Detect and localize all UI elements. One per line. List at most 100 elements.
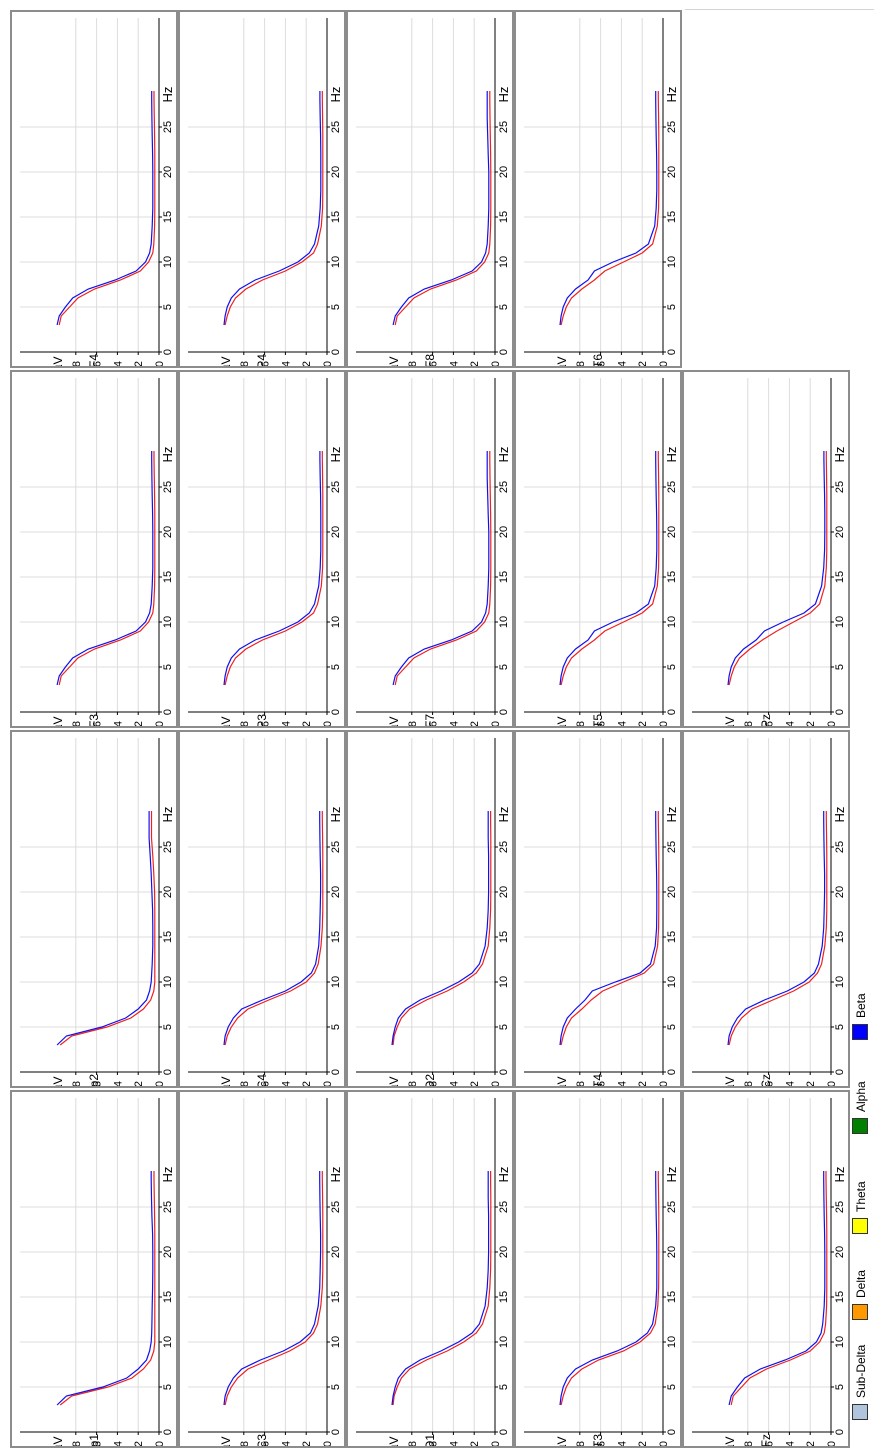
- y-tick-label: 4: [784, 1081, 796, 1086]
- x-axis-label: Hz: [832, 1167, 847, 1183]
- x-axis-label: Hz: [496, 1167, 511, 1183]
- spectrum-plot: 0 2 4 6 8 µV 0 5 10 15 20 25 Hz O2: [356, 738, 511, 1086]
- channel-panel-pz: 0 2 4 6 8 µV 0 5 10 15 20 25 Hz Pz: [682, 370, 850, 728]
- y-axis-label: µV: [387, 1077, 401, 1086]
- x-tick-label: 0: [498, 1429, 510, 1435]
- channel-panel-f4: 0 2 4 6 8 µV 0 5 10 15 20 25 Hz F4: [10, 10, 178, 368]
- spectrum-plot: 0 2 4 6 8 µV 0 5 10 15 20 25 Hz P3: [188, 378, 343, 726]
- y-tick-label: 0: [658, 1441, 670, 1446]
- y-tick-label: 0: [322, 1441, 334, 1446]
- y-axis-label: µV: [387, 717, 401, 726]
- x-tick-label: 15: [162, 571, 174, 583]
- y-tick-label: 6: [596, 361, 608, 366]
- series-line-red: [560, 811, 660, 1046]
- y-axis-label: µV: [219, 1437, 233, 1446]
- y-tick-label: 4: [112, 1441, 124, 1446]
- series-line-blue: [223, 451, 322, 686]
- legend-swatch: [852, 1118, 868, 1134]
- series-line-blue: [559, 451, 658, 686]
- y-tick-label: 8: [71, 721, 83, 726]
- x-tick-label: 20: [498, 886, 510, 898]
- x-tick-label: 0: [834, 1429, 846, 1435]
- x-tick-label: 0: [330, 1429, 342, 1435]
- series-line-red: [224, 91, 324, 326]
- y-tick-label: 2: [133, 1441, 145, 1446]
- x-axis-label: Hz: [664, 447, 679, 463]
- x-tick-label: 10: [498, 616, 510, 628]
- y-tick-label: 8: [239, 1081, 251, 1086]
- y-axis-label: µV: [219, 1077, 233, 1086]
- x-tick-label: 5: [834, 1024, 846, 1030]
- series-line-red: [58, 451, 156, 686]
- x-tick-label: 20: [834, 886, 846, 898]
- legend-item: Sub-Delta: [850, 1345, 872, 1422]
- x-axis-label: Hz: [832, 447, 847, 463]
- series-line-red: [560, 91, 660, 326]
- x-axis-label: Hz: [160, 447, 175, 463]
- x-tick-label: 0: [162, 1429, 174, 1435]
- spectrum-plot: 0 2 4 6 8 µV 0 5 10 15 20 25 Hz C4: [188, 738, 343, 1086]
- x-axis-label: Hz: [496, 807, 511, 823]
- spectrum-plot: 0 2 4 6 8 µV 0 5 10 15 20 25 Hz F4: [20, 18, 175, 366]
- x-tick-label: 5: [330, 304, 342, 310]
- series-line-red: [392, 1171, 492, 1406]
- y-tick-label: 4: [784, 1441, 796, 1446]
- y-tick-label: 8: [71, 1441, 83, 1446]
- x-tick-label: 5: [162, 1384, 174, 1390]
- x-axis-label: Hz: [328, 807, 343, 823]
- y-tick-label: 2: [805, 1081, 817, 1086]
- x-tick-label: 0: [498, 1069, 510, 1075]
- x-tick-label: 5: [162, 664, 174, 670]
- legend-swatch: [852, 1304, 868, 1320]
- y-tick-label: 0: [826, 1081, 838, 1086]
- x-tick-label: 10: [330, 976, 342, 988]
- x-tick-label: 5: [666, 1384, 678, 1390]
- x-tick-label: 5: [834, 664, 846, 670]
- channel-label: O2: [423, 1074, 437, 1086]
- top-divider: [685, 9, 874, 10]
- x-axis-label: Hz: [160, 87, 175, 103]
- y-tick-label: 4: [616, 721, 628, 726]
- y-tick-label: 8: [71, 1081, 83, 1086]
- x-tick-label: 25: [666, 841, 678, 853]
- y-tick-label: 2: [805, 721, 817, 726]
- series-line-blue: [559, 91, 658, 326]
- x-tick-label: 25: [498, 1201, 510, 1213]
- y-tick-label: 2: [805, 1441, 817, 1446]
- x-tick-label: 5: [330, 664, 342, 670]
- channel-panel-o2: 0 2 4 6 8 µV 0 5 10 15 20 25 Hz O2: [346, 730, 514, 1088]
- series-line-red: [394, 91, 492, 326]
- y-tick-label: 4: [280, 1441, 292, 1446]
- x-tick-label: 10: [330, 1336, 342, 1348]
- x-tick-label: 25: [498, 841, 510, 853]
- spectrum-plot: 0 2 4 6 8 µV 0 5 10 15 20 25 Hz Pz: [692, 378, 847, 726]
- x-tick-label: 15: [498, 1291, 510, 1303]
- x-tick-label: 0: [330, 349, 342, 355]
- x-tick-label: 10: [666, 976, 678, 988]
- channel-panel-p3: 0 2 4 6 8 µV 0 5 10 15 20 25 Hz P3: [178, 370, 346, 728]
- channel-panel-fz: 0 2 4 6 8 µV 0 5 10 15 20 25 Hz Fz: [682, 1090, 850, 1448]
- x-tick-label: 15: [834, 571, 846, 583]
- y-tick-label: 8: [407, 1441, 419, 1446]
- x-tick-label: 0: [666, 1429, 678, 1435]
- y-tick-label: 6: [260, 361, 272, 366]
- channel-label: T4: [591, 1074, 605, 1086]
- x-tick-label: 10: [834, 976, 846, 988]
- x-tick-label: 5: [498, 304, 510, 310]
- legend-swatch: [852, 1218, 868, 1234]
- x-tick-label: 0: [498, 709, 510, 715]
- channel-label: Pz: [759, 714, 773, 726]
- y-tick-label: 2: [133, 361, 145, 366]
- channel-panel-cz: 0 2 4 6 8 µV 0 5 10 15 20 25 Hz Cz: [682, 730, 850, 1088]
- y-tick-label: 4: [280, 361, 292, 366]
- x-tick-label: 20: [330, 166, 342, 178]
- y-tick-label: 0: [322, 361, 334, 366]
- channel-panel-t4: 0 2 4 6 8 µV 0 5 10 15 20 25 Hz T4: [514, 730, 682, 1088]
- x-tick-label: 15: [330, 1291, 342, 1303]
- y-tick-label: 2: [637, 361, 649, 366]
- y-tick-label: 2: [469, 361, 481, 366]
- y-tick-label: 6: [596, 721, 608, 726]
- x-tick-label: 20: [834, 1246, 846, 1258]
